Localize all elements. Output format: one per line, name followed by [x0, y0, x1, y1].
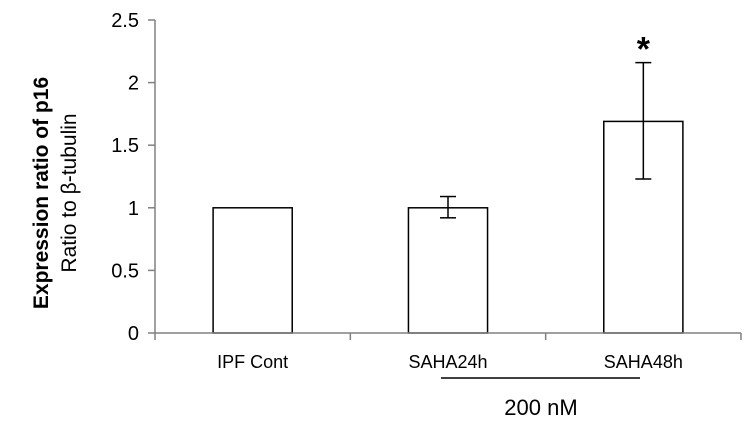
x-axis-ticks: [154, 333, 742, 340]
y-tick-label: 0.5: [111, 260, 139, 282]
significance-marks: *: [637, 31, 651, 69]
y-tick-label: 0: [128, 323, 139, 345]
x-category-label: SAHA48h: [604, 352, 683, 372]
y-tick-label: 1: [128, 198, 139, 220]
x-axis-category-labels: IPF Cont SAHA24h SAHA48h: [217, 352, 683, 372]
bars: [212, 120, 684, 334]
y-axis-title-primary: Expression ratio of p16: [30, 77, 53, 309]
bar: [407, 207, 489, 334]
x-category-label: IPF Cont: [217, 352, 288, 372]
y-tick-label: 1.5: [111, 135, 139, 157]
y-tick-label: 2.5: [111, 10, 139, 32]
group-bracket-label: 200 nM: [504, 395, 577, 420]
y-axis-ticks: [148, 19, 155, 334]
significance-asterisk: *: [637, 31, 651, 69]
error-bars: [440, 61, 652, 219]
y-axis-title-secondary: Ratio to β-tubulin: [58, 113, 81, 272]
y-tick-label: 2: [128, 73, 139, 95]
y-axis-tick-labels: 0 0.5 1 1.5 2 2.5: [111, 10, 139, 345]
bar: [212, 207, 293, 334]
x-category-label: SAHA24h: [408, 352, 487, 372]
